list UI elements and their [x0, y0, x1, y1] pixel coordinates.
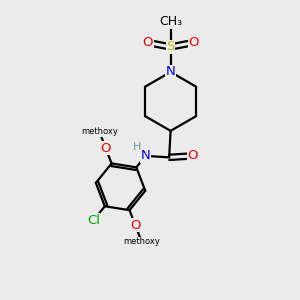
Text: O: O	[188, 36, 199, 49]
Text: Cl: Cl	[87, 214, 100, 227]
Text: H: H	[133, 142, 142, 152]
Text: O: O	[188, 149, 198, 162]
Text: S: S	[167, 40, 175, 53]
Text: methoxy: methoxy	[123, 237, 160, 246]
Text: O: O	[142, 36, 153, 49]
Text: O: O	[100, 142, 111, 155]
Text: N: N	[166, 65, 176, 79]
Text: N: N	[141, 149, 151, 162]
Text: methoxy: methoxy	[81, 127, 118, 136]
Text: O: O	[130, 219, 141, 232]
Text: CH₃: CH₃	[159, 15, 182, 28]
